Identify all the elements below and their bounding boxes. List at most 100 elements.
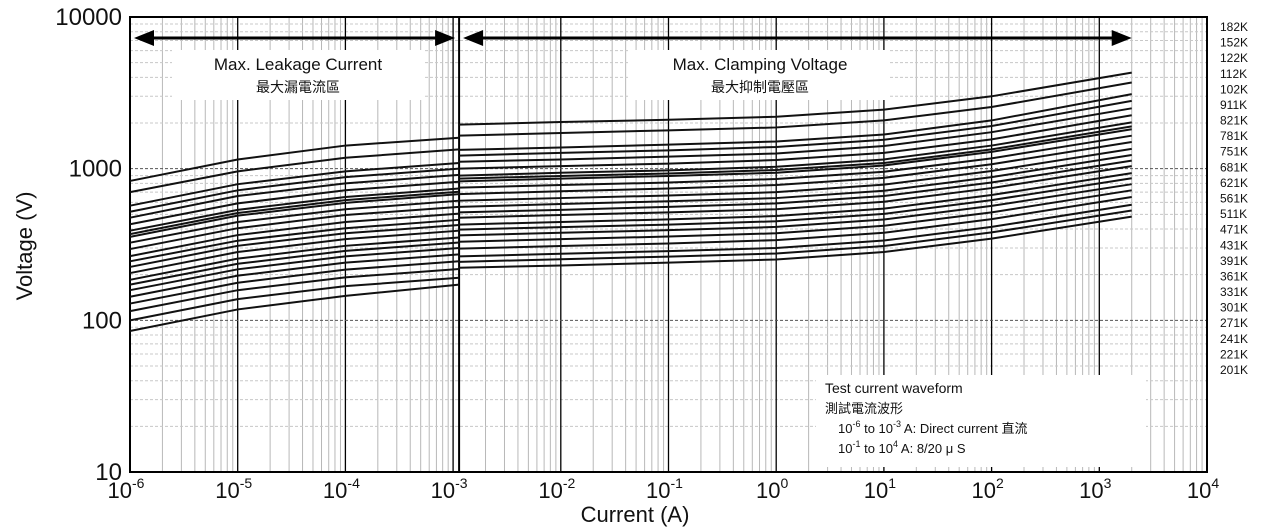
series-line-361k bbox=[459, 177, 1132, 231]
series-line-431k bbox=[129, 229, 460, 275]
series-label-301k: 301K bbox=[1220, 301, 1248, 315]
series-label-681k: 681K bbox=[1220, 160, 1248, 174]
series-line-621k bbox=[129, 205, 460, 251]
series-line-911k bbox=[459, 114, 1132, 170]
series-line-201k bbox=[459, 215, 1132, 269]
series-label-152k: 152K bbox=[1220, 36, 1248, 50]
x-tick-label: 10-6 bbox=[108, 475, 145, 503]
series-line-471k bbox=[129, 224, 460, 268]
x-tick-label: 104 bbox=[1187, 475, 1219, 503]
series-label-821k: 821K bbox=[1220, 114, 1248, 128]
series-line-152k bbox=[129, 148, 460, 194]
series-line-241k bbox=[129, 268, 460, 313]
y-tick-label: 1000 bbox=[69, 156, 122, 183]
x-tick-label: 102 bbox=[971, 475, 1003, 503]
series-line-182k bbox=[459, 71, 1132, 126]
series-line-301k bbox=[459, 189, 1132, 243]
series-line-511k bbox=[459, 154, 1132, 208]
series-group bbox=[129, 71, 1132, 333]
y-tick-label: 10000 bbox=[55, 4, 122, 31]
plot-frame bbox=[129, 16, 1208, 473]
series-line-471k bbox=[459, 159, 1132, 214]
series-line-391k bbox=[129, 236, 460, 281]
series-line-241k bbox=[459, 203, 1132, 258]
series-line-182k bbox=[129, 136, 460, 182]
x-tick-label: 101 bbox=[864, 475, 896, 503]
series-line-391k bbox=[459, 172, 1132, 226]
series-line-271k bbox=[129, 260, 460, 305]
series-line-561k bbox=[459, 147, 1132, 202]
series-label-331k: 331K bbox=[1220, 285, 1248, 299]
x-tick-label: 10-1 bbox=[646, 475, 683, 503]
x-tick-label: 10-3 bbox=[431, 475, 468, 503]
series-label-391k: 391K bbox=[1220, 254, 1248, 268]
series-line-122k bbox=[459, 93, 1132, 151]
series-label-241k: 241K bbox=[1220, 332, 1248, 346]
series-label-361k: 361K bbox=[1220, 269, 1248, 283]
series-line-431k bbox=[459, 165, 1132, 219]
series-line-122k bbox=[129, 161, 460, 207]
series-label-911k: 911K bbox=[1220, 98, 1247, 112]
series-line-511k bbox=[129, 218, 460, 263]
series-line-271k bbox=[459, 196, 1132, 250]
series-line-301k bbox=[129, 253, 460, 298]
series-label-751k: 751K bbox=[1220, 145, 1248, 159]
series-line-152k bbox=[459, 81, 1132, 137]
series-line-781k bbox=[129, 190, 460, 236]
series-label-221k: 221K bbox=[1220, 347, 1248, 361]
series-line-681k bbox=[459, 134, 1132, 189]
left-region-arrowhead-end bbox=[435, 30, 456, 46]
left-region-arrowhead-start bbox=[134, 30, 154, 46]
right-region-arrowhead-start bbox=[463, 30, 484, 46]
series-label-102k: 102K bbox=[1220, 82, 1248, 96]
series-line-112k bbox=[459, 99, 1132, 157]
series-label-112k: 112K bbox=[1220, 67, 1247, 81]
series-line-221k bbox=[459, 209, 1132, 263]
series-label-271k: 271K bbox=[1220, 316, 1248, 330]
series-line-821k bbox=[459, 121, 1132, 177]
series-label-511k: 511K bbox=[1220, 207, 1247, 221]
series-label-122k: 122K bbox=[1220, 51, 1248, 65]
region-left-label-zh: 最大漏電流區 bbox=[256, 79, 340, 95]
series-line-821k bbox=[129, 187, 460, 232]
series-line-751k bbox=[129, 193, 460, 238]
x-axis-label: Current (A) bbox=[581, 502, 690, 527]
annotation-box bbox=[816, 375, 1146, 467]
series-line-561k bbox=[129, 212, 460, 258]
series-label-471k: 471K bbox=[1220, 223, 1248, 237]
series-line-681k bbox=[129, 199, 460, 244]
series-label-182k: 182K bbox=[1220, 20, 1248, 34]
x-tick-label: 100 bbox=[756, 475, 788, 503]
series-line-331k bbox=[459, 183, 1132, 237]
series-line-751k bbox=[459, 128, 1132, 183]
region-left-label: Max. Leakage Current bbox=[214, 55, 382, 74]
series-line-102k bbox=[459, 107, 1132, 163]
region-left-label-box bbox=[172, 50, 424, 100]
series-label-431k: 431K bbox=[1220, 238, 1248, 252]
region-arrows bbox=[134, 30, 1132, 46]
right-region-arrowhead-end bbox=[1111, 30, 1132, 46]
y-axis-label: Voltage (V) bbox=[12, 192, 37, 301]
x-tick-label: 10-5 bbox=[215, 475, 252, 503]
series-label-201k: 201K bbox=[1220, 363, 1248, 377]
x-tick-labels: 10-6 10-5 10-4 10-3 10-2 10-1 100 101 102 103 104 bbox=[108, 475, 1220, 503]
series-line-781k bbox=[459, 125, 1132, 180]
annotation-line-1: 10-6 to 10-3 A: Direct current 直流 bbox=[838, 419, 1027, 436]
y-tick-labels: 10 100 1000 10000 bbox=[55, 4, 122, 486]
series-line-221k bbox=[129, 276, 460, 322]
series-label-561k: 561K bbox=[1220, 192, 1248, 206]
x-tick-label: 103 bbox=[1079, 475, 1111, 503]
series-label-781k: 781K bbox=[1220, 129, 1248, 143]
series-line-112k bbox=[129, 167, 460, 213]
series-line-361k bbox=[129, 241, 460, 286]
series-line-621k bbox=[459, 140, 1132, 196]
annotation-title-zh: 測試電流波形 bbox=[825, 401, 903, 416]
series-label-621k: 621K bbox=[1220, 176, 1248, 190]
series-line-201k bbox=[129, 283, 460, 333]
region-right-label: Max. Clamping Voltage bbox=[673, 55, 848, 74]
y-tick-label: 10 bbox=[95, 459, 122, 486]
region-right-label-box bbox=[628, 50, 890, 100]
y-tick-label: 100 bbox=[82, 307, 122, 334]
